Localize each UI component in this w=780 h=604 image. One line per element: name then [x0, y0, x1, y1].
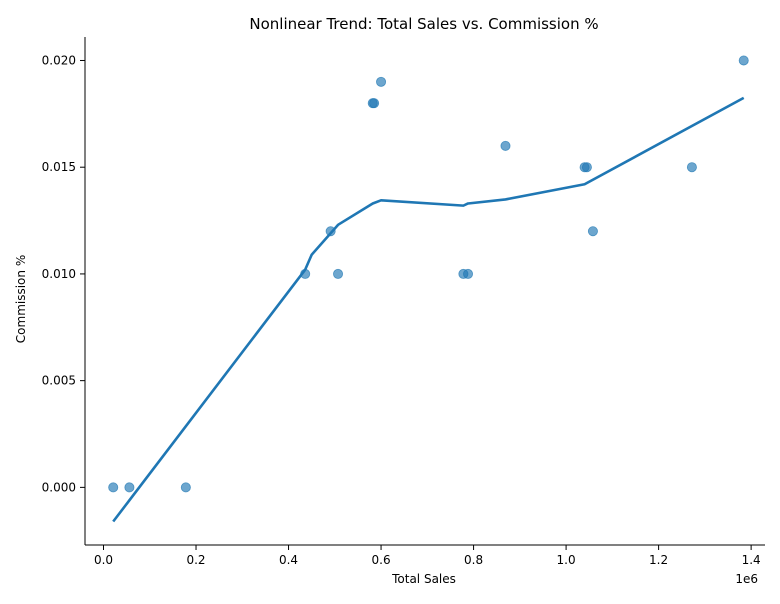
x-axis-label: Total Sales	[391, 572, 456, 586]
y-tick-label: 0.000	[42, 480, 76, 494]
data-point	[180, 482, 191, 493]
data-point	[463, 268, 474, 279]
data-point	[686, 162, 697, 173]
x-tick-label: 0.6	[372, 553, 391, 567]
axes: 0.0 0.2 0.4 0.6 0.8 1.0 1.2 1.4 0.000 0.005 0.010 0…	[42, 37, 765, 567]
data-point	[369, 98, 380, 109]
plot-marks	[108, 55, 749, 523]
y-tick-label: 0.020	[42, 53, 76, 67]
data-point	[500, 140, 511, 151]
x-tick-label: 1.0	[557, 553, 576, 567]
data-point	[376, 76, 387, 87]
x-tick-label: 0.0	[94, 553, 113, 567]
data-point	[333, 268, 344, 279]
x-tick-label: 0.2	[186, 553, 205, 567]
chart-title: Nonlinear Trend: Total Sales vs. Commiss…	[249, 15, 598, 33]
trend-line	[112, 96, 745, 523]
x-tick-label: 0.8	[464, 553, 483, 567]
x-tick-label: 1.4	[742, 553, 761, 567]
data-point	[738, 55, 749, 66]
data-point	[587, 226, 598, 237]
y-tick-label: 0.005	[42, 374, 76, 388]
x-tick-label: 0.4	[279, 553, 298, 567]
y-tick-label: 0.015	[42, 160, 76, 174]
data-point	[108, 482, 119, 493]
x-tick-label: 1.2	[649, 553, 668, 567]
x-axis-offset-label: 1e6	[735, 572, 758, 586]
data-point	[124, 482, 135, 493]
y-axis-label: Commission %	[14, 255, 28, 343]
y-tick-label: 0.010	[42, 267, 76, 281]
data-point	[581, 162, 592, 173]
